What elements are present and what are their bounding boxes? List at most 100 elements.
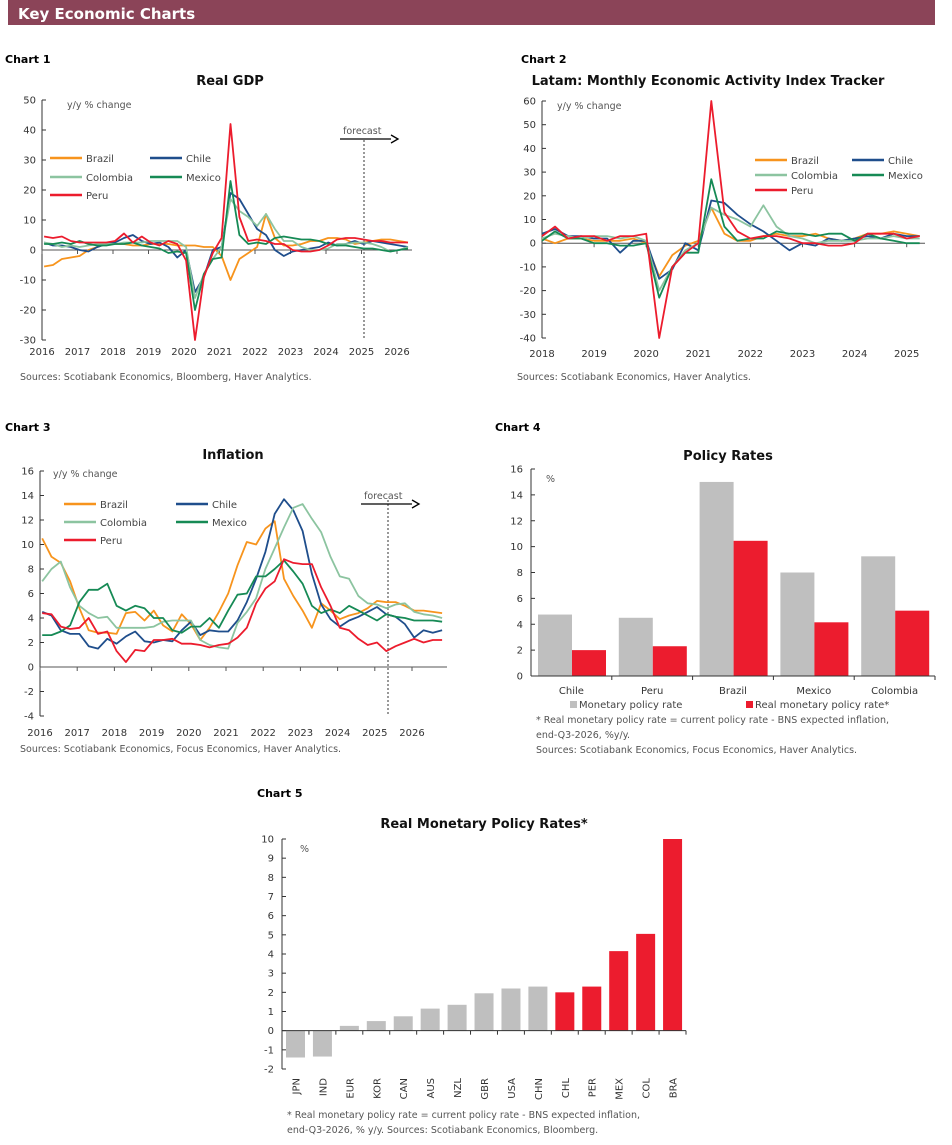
footnote: end-Q3-2026, % y/y. Sources: Scotiabank …	[287, 1125, 598, 1136]
footnote: * Real monetary policy rate = current po…	[287, 1110, 640, 1121]
x-tick-label: 2016	[29, 347, 54, 358]
x-tick-label: 2023	[278, 347, 303, 358]
unit-label: %	[300, 844, 309, 855]
unit-label: %	[546, 474, 555, 485]
y-tick-label: 1	[268, 1007, 274, 1018]
legend-label: Mexico	[212, 518, 247, 529]
y-tick-label: 50	[23, 96, 36, 107]
x-tick-label: 2018	[102, 728, 127, 739]
chart-title: Inflation	[202, 448, 263, 463]
bar-peru-policy-rate	[618, 617, 653, 676]
y-tick-label: -20	[520, 286, 536, 297]
x-tick-label: MEX	[615, 1078, 626, 1100]
forecast-arrow-icon	[390, 134, 400, 144]
chart-label: Chart 1	[5, 53, 51, 66]
chart-title: Real GDP	[196, 74, 264, 89]
source-note: Sources: Scotiabank Economics, Focus Eco…	[20, 744, 341, 755]
legend-label: Colombia	[791, 171, 838, 182]
y-tick-label: 20	[523, 191, 536, 202]
legend-label: Peru	[100, 536, 122, 547]
unit-label: y/y % change	[557, 101, 622, 112]
y-tick-label: 6	[517, 594, 523, 605]
y-tick-label: 10	[523, 215, 536, 226]
x-tick-label: 2019	[581, 349, 606, 360]
x-tick-label: 2017	[64, 728, 89, 739]
bar-gbr	[474, 993, 494, 1031]
legend-swatch-real-rate	[746, 701, 753, 708]
x-tick-label: 2018	[100, 347, 125, 358]
x-tick-label: 2024	[842, 349, 867, 360]
bar-chn	[528, 986, 548, 1031]
bar-can	[393, 1016, 413, 1031]
chart-title: Policy Rates	[683, 449, 773, 464]
y-tick-label: 5	[268, 930, 274, 941]
legend-label: Colombia	[86, 173, 133, 184]
y-tick-label: 40	[23, 126, 36, 137]
x-tick-label: 2022	[738, 349, 763, 360]
x-tick-label: 2025	[894, 349, 919, 360]
x-tick-label: 2020	[633, 349, 658, 360]
legend-label: Mexico	[888, 171, 923, 182]
legend-label: Brazil	[791, 156, 819, 167]
series-line-chile	[541, 199, 920, 280]
y-tick-label: 10	[510, 542, 523, 553]
x-tick-label: 2021	[213, 728, 238, 739]
y-tick-label: 8	[268, 873, 274, 884]
x-tick-label: JPN	[291, 1078, 302, 1095]
chart-label: Chart 3	[5, 421, 51, 434]
y-tick-label: 12	[21, 516, 34, 527]
y-tick-label: 0	[530, 239, 536, 250]
legend-label: Brazil	[100, 500, 128, 511]
y-tick-label: -20	[20, 306, 36, 317]
y-tick-label: 16	[510, 465, 523, 476]
bar-chl	[555, 992, 575, 1031]
y-tick-label: -30	[520, 310, 536, 321]
x-tick-label: GBR	[480, 1078, 491, 1100]
source-note: Sources: Scotiabank Economics, Haver Ana…	[517, 372, 751, 383]
bar-peru-real-rate	[652, 646, 687, 676]
y-tick-label: 10	[261, 835, 274, 846]
y-tick-label: 4	[28, 614, 34, 625]
bar-eur	[339, 1025, 359, 1031]
bar-chile-real-rate	[572, 650, 606, 676]
x-tick-label: 2022	[250, 728, 275, 739]
forecast-arrow-icon	[411, 499, 421, 509]
y-tick-label: 6	[268, 911, 274, 922]
bar-mex	[609, 951, 629, 1031]
x-tick-label: Chile	[559, 686, 584, 697]
x-tick-label: Mexico	[796, 686, 831, 697]
legend-swatch-policy-rate	[570, 701, 577, 708]
y-tick-label: 10	[23, 216, 36, 227]
x-tick-label: EUR	[345, 1078, 356, 1099]
x-tick-label: 2020	[171, 347, 196, 358]
y-tick-label: -40	[520, 334, 536, 345]
x-tick-label: 2023	[288, 728, 313, 739]
x-tick-label: KOR	[372, 1078, 383, 1099]
y-tick-label: -30	[20, 336, 36, 347]
source-note: Sources: Scotiabank Economics, Focus Eco…	[536, 745, 857, 756]
x-tick-label: CHL	[561, 1078, 572, 1099]
y-tick-label: 10	[21, 540, 34, 551]
y-tick-label: 8	[517, 568, 523, 579]
y-tick-label: 14	[510, 490, 523, 501]
y-tick-label: 0	[30, 246, 36, 257]
x-tick-label: 2025	[349, 347, 374, 358]
bar-per	[582, 986, 602, 1031]
header-bar	[8, 0, 935, 25]
x-tick-label: COL	[642, 1078, 653, 1099]
x-tick-label: Brazil	[719, 686, 747, 697]
x-tick-label: AUS	[426, 1078, 437, 1099]
bar-colombia-real-rate	[895, 610, 930, 676]
y-tick-label: 0	[268, 1026, 274, 1037]
legend-label: Brazil	[86, 154, 114, 165]
bar-brazil-policy-rate	[699, 481, 734, 676]
legend-label: Monetary policy rate	[579, 700, 682, 711]
y-tick-label: 50	[523, 120, 536, 131]
y-tick-label: 0	[517, 672, 523, 683]
bar-bra	[663, 839, 683, 1031]
series-line-chile	[41, 498, 443, 650]
y-tick-label: 2	[517, 646, 523, 657]
y-tick-label: -1	[264, 1045, 274, 1056]
series-line-mexico	[44, 180, 409, 311]
